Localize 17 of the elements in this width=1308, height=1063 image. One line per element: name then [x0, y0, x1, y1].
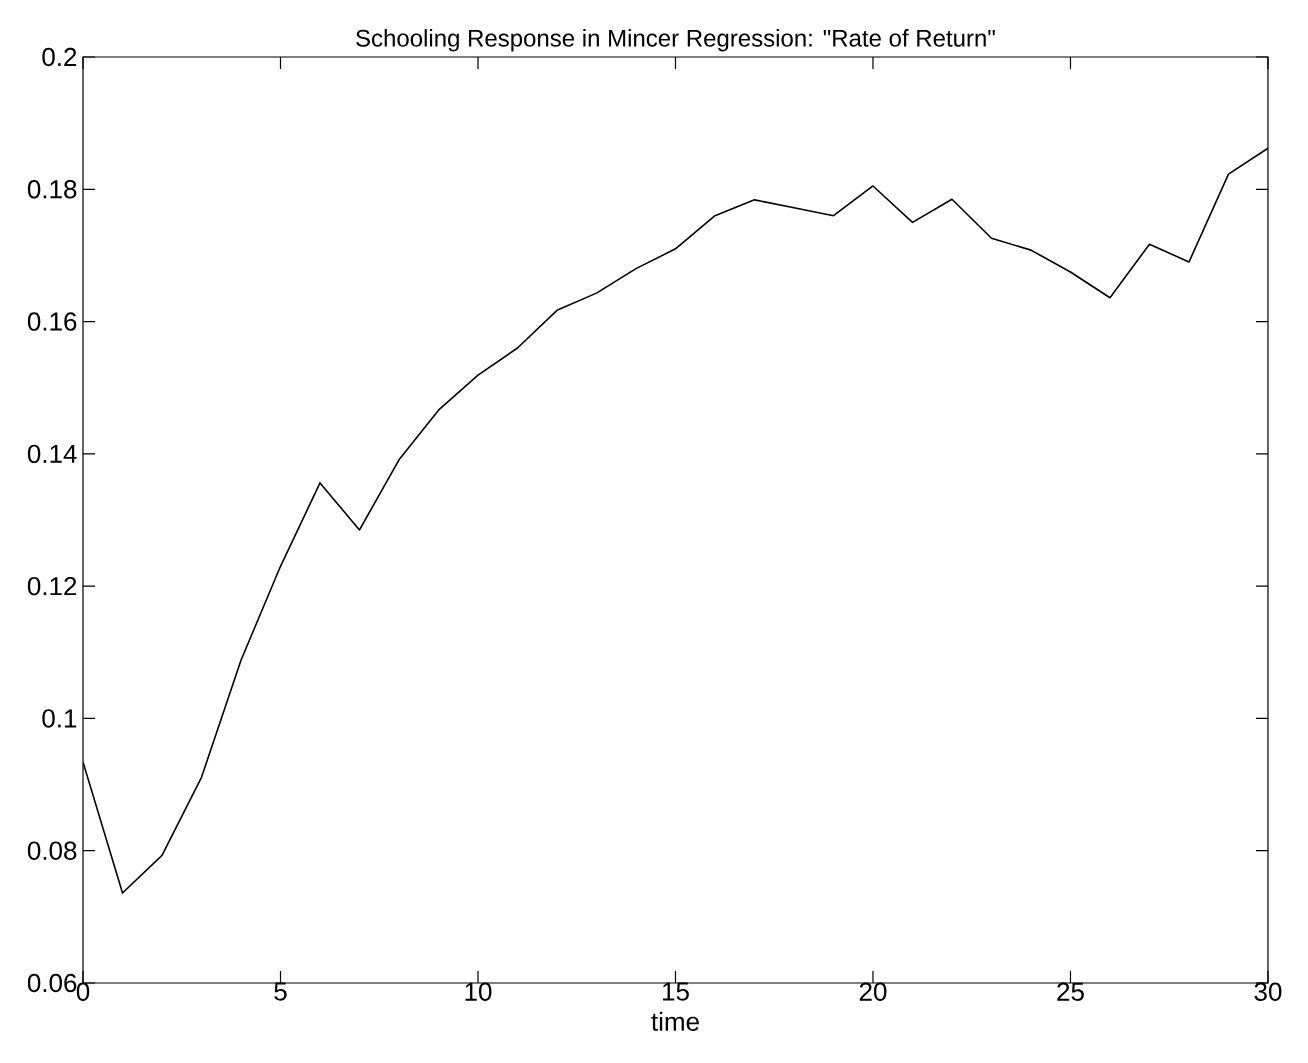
x-tick-label: 10: [465, 982, 492, 1001]
y-tick-label: 0.18: [27, 180, 77, 199]
y-tick-label: 0.12: [27, 576, 77, 596]
x-tick-label: 5: [274, 982, 287, 1001]
y-tick-label: 0.06: [27, 973, 77, 993]
x-tick-label: 25: [1057, 982, 1084, 1001]
chart-title: Schooling Response in Mincer Regression: "Rate of Return": [356, 29, 995, 52]
y-tick-label: 0.16: [27, 312, 77, 331]
x-axis-title: time: [651, 1011, 699, 1031]
x-tick-label: 0: [76, 982, 90, 1001]
x-tick-label: 30: [1254, 982, 1282, 1001]
y-tick-label: 0.2: [42, 47, 77, 67]
y-tick-label: 0.1: [42, 709, 77, 728]
x-tick-label: 15: [663, 982, 689, 1001]
y-tick-label: 0.14: [27, 444, 77, 464]
y-tick-label: 0.08: [27, 841, 77, 860]
x-tick-label: 20: [859, 982, 887, 1001]
